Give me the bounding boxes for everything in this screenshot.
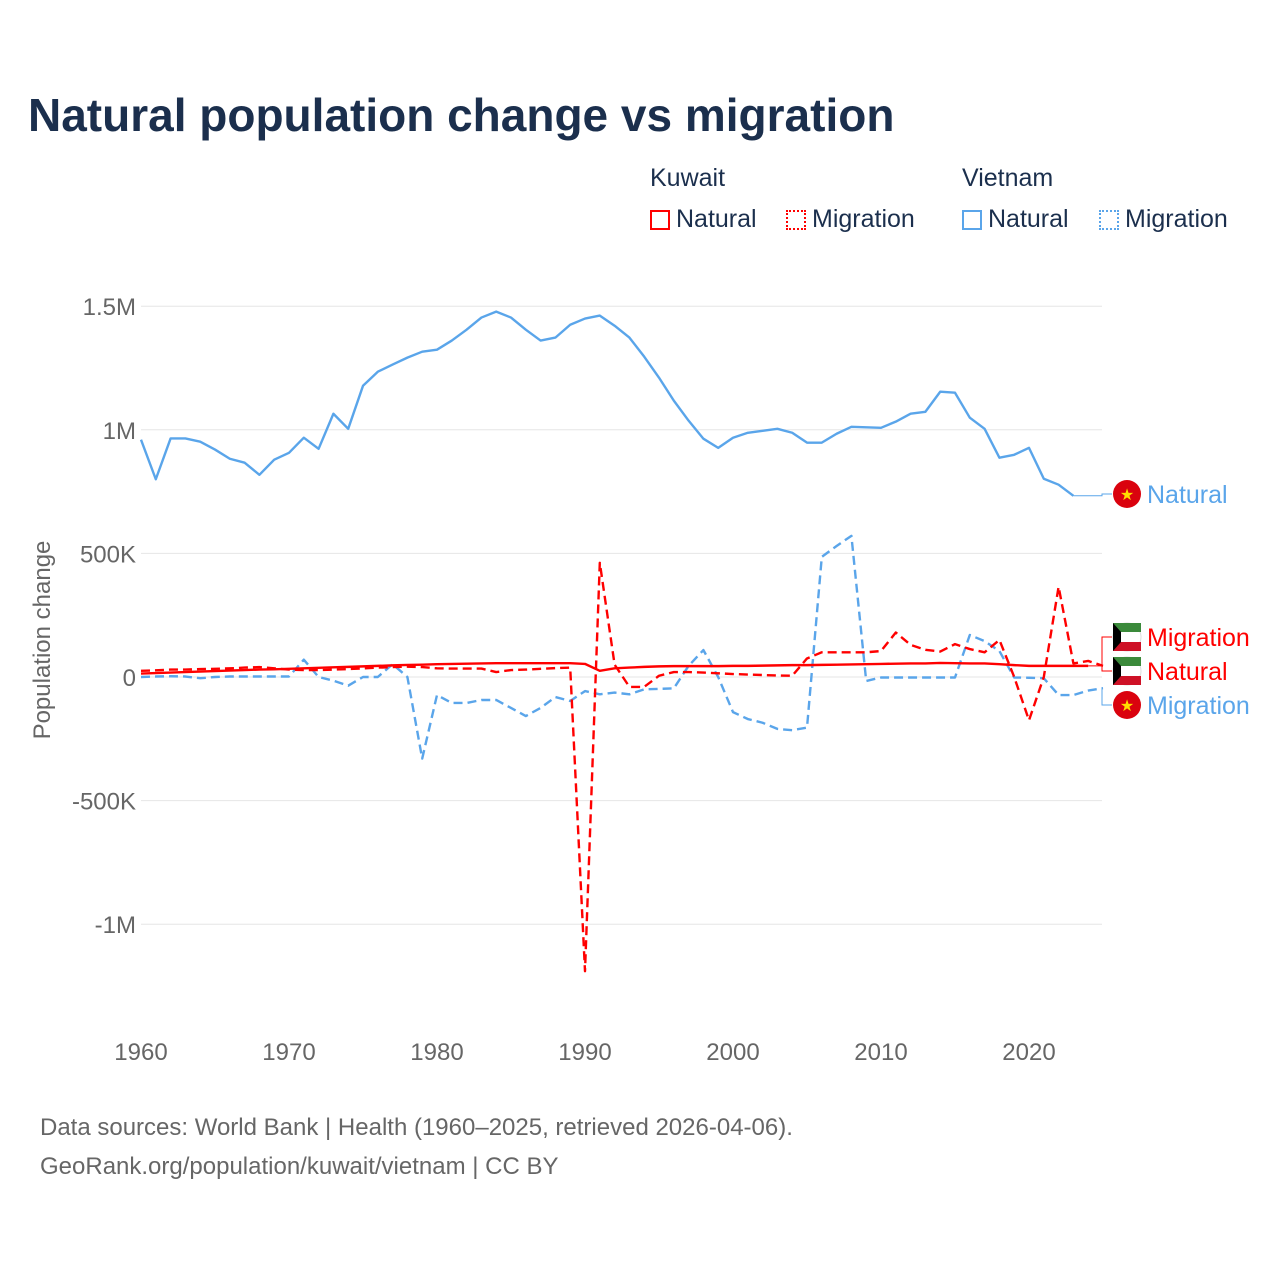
flag-trapezoid — [1113, 657, 1121, 685]
legend-kuwait-migration[interactable]: Migration — [786, 205, 915, 234]
x-tick-label: 1970 — [262, 1039, 315, 1066]
y-axis-label: Population change — [29, 541, 56, 740]
end-label: Natural — [1147, 658, 1228, 686]
flag-stripe — [1113, 657, 1141, 666]
source-note: Data sources: World Bank | Health (1960–… — [40, 1108, 793, 1186]
source-link[interactable]: GeoRank.org/population/kuwait/vietnam | … — [40, 1153, 559, 1180]
flag-stripe — [1113, 623, 1141, 632]
x-tick-label: 2000 — [706, 1039, 759, 1066]
end-label: Natural — [1147, 481, 1228, 509]
label-connector — [1073, 493, 1112, 497]
x-tick-label: 1980 — [410, 1039, 463, 1066]
flag-trapezoid — [1113, 623, 1121, 651]
legend-label: Natural — [988, 205, 1069, 233]
y-tick-label: 0 — [123, 665, 136, 692]
x-tick-label: 1990 — [558, 1039, 611, 1066]
flag-stripe — [1113, 676, 1141, 685]
series-line-vietnam-migration — [140, 534, 1104, 760]
legend-label: Migration — [812, 205, 915, 233]
flag-stripe — [1113, 642, 1141, 651]
legend-kuwait-natural[interactable]: Natural — [650, 205, 757, 234]
x-tick-label: 2010 — [854, 1039, 907, 1066]
series-line-kuwait-migration — [140, 561, 1104, 973]
flag-star: ★ — [1120, 698, 1134, 715]
label-connector — [1088, 665, 1112, 672]
legend-swatch-dotted — [1099, 209, 1119, 230]
end-label: Migration — [1147, 624, 1250, 652]
vietnam-flag-icon — [1113, 480, 1141, 508]
end-label: Migration — [1147, 692, 1250, 720]
legend-swatch-dotted — [786, 209, 806, 230]
flag-star: ★ — [1120, 487, 1134, 504]
x-tick-label: 2020 — [1002, 1039, 1055, 1066]
y-tick-label: 1M — [103, 418, 136, 445]
series-line-vietnam-natural — [139, 310, 1075, 497]
y-tick-label: 1.5M — [83, 294, 136, 321]
source-line: Data sources: World Bank | Health (1960–… — [40, 1114, 793, 1141]
legend-label: Migration — [1125, 205, 1228, 233]
label-connector — [1101, 687, 1112, 706]
label-connector — [1101, 636, 1112, 667]
legend-group-vietnam: Vietnam — [962, 164, 1054, 192]
legend-swatch-solid — [962, 209, 982, 230]
chart-title: Natural population change vs migration — [28, 89, 895, 141]
legend-vietnam-migration[interactable]: Migration — [1099, 205, 1228, 234]
vietnam-flag-icon — [1113, 691, 1141, 719]
legend-vietnam-natural[interactable]: Natural — [962, 205, 1069, 234]
legend-label: Natural — [676, 205, 757, 233]
y-tick-label: -1M — [95, 912, 136, 939]
series-line-kuwait-natural — [140, 661, 1089, 675]
legend-group-kuwait: Kuwait — [650, 164, 726, 192]
legend-swatch-solid — [650, 209, 670, 230]
x-tick-label: 1960 — [114, 1039, 167, 1066]
y-tick-label: -500K — [72, 789, 136, 816]
y-tick-label: 500K — [80, 541, 136, 568]
